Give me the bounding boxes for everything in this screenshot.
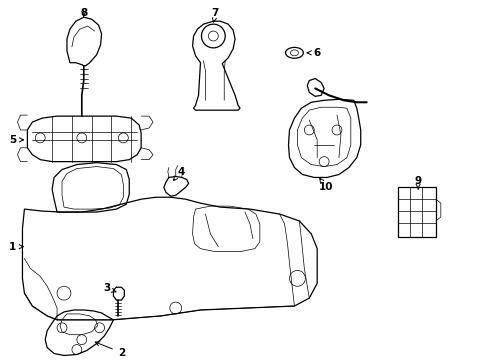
Text: 8: 8 xyxy=(80,8,87,18)
Text: 7: 7 xyxy=(211,8,219,22)
Text: 3: 3 xyxy=(102,283,116,293)
Text: 5: 5 xyxy=(9,135,23,145)
Text: 2: 2 xyxy=(95,342,125,357)
Text: 1: 1 xyxy=(9,242,23,252)
Text: 6: 6 xyxy=(306,48,320,58)
Text: 10: 10 xyxy=(318,178,333,192)
Text: 4: 4 xyxy=(173,167,184,181)
Text: 9: 9 xyxy=(414,176,421,189)
